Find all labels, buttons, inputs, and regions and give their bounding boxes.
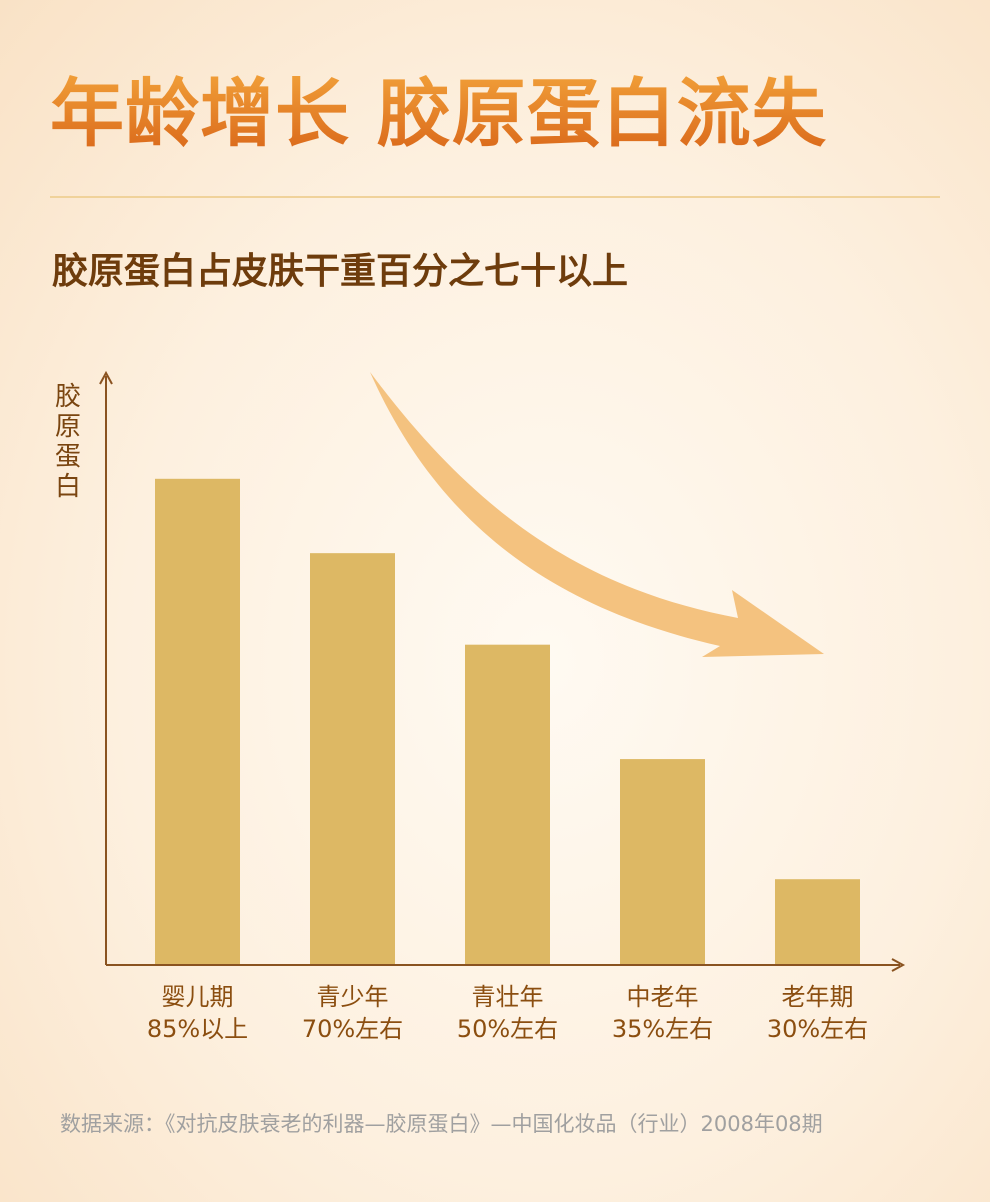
y-axis-label-char: 蛋 <box>55 442 81 472</box>
y-axis-arrowhead-icon <box>99 370 113 385</box>
bar-青壮年 <box>465 644 550 965</box>
value-label: 35%左右 <box>612 1015 713 1043</box>
category-label: 老年期 <box>782 983 854 1011</box>
title-divider <box>50 196 940 198</box>
y-axis-label: 胶原蛋白 <box>55 382 81 502</box>
category-label: 中老年 <box>627 983 699 1011</box>
y-axis-label-char: 白 <box>55 472 81 502</box>
value-label: 70%左右 <box>302 1015 403 1043</box>
y-axis-label-char: 原 <box>55 412 81 442</box>
y-axis-label-char: 胶 <box>55 382 81 412</box>
axes <box>99 370 906 972</box>
value-label: 30%左右 <box>767 1015 868 1043</box>
bar-婴儿期 <box>155 478 240 965</box>
x-axis-arrowhead-icon <box>891 958 906 972</box>
category-labels: 婴儿期 85%以上 青少年 70%左右 青壮年 50%左右 中老年 35%左右 老年期 30%左右 <box>147 983 868 1043</box>
collagen-bar-chart: 胶原蛋白 婴儿期 85%以上 青少年 70%左右 青壮年 50%左右 中老年 35%左右 老年期… <box>55 370 906 1043</box>
category-label: 婴儿期 <box>162 983 234 1011</box>
value-label: 50%左右 <box>457 1015 558 1043</box>
bar-老年期 <box>775 879 860 965</box>
value-label: 85%以上 <box>147 1015 248 1043</box>
bar-中老年 <box>620 759 705 965</box>
trend-arrow-icon <box>370 372 824 657</box>
subtitle: 胶原蛋白占皮肤干重百分之七十以上 <box>52 251 629 292</box>
bar-series <box>155 478 860 965</box>
data-source-note: 数据来源：《对抗皮肤衰老的利器—胶原蛋白》—中国化妆品（行业）2008年08期 <box>60 1112 823 1136</box>
category-label: 青壮年 <box>472 983 544 1011</box>
category-label: 青少年 <box>317 983 389 1011</box>
bar-青少年 <box>310 553 395 965</box>
page-title: 年龄增长 胶原蛋白流失 <box>50 68 827 160</box>
